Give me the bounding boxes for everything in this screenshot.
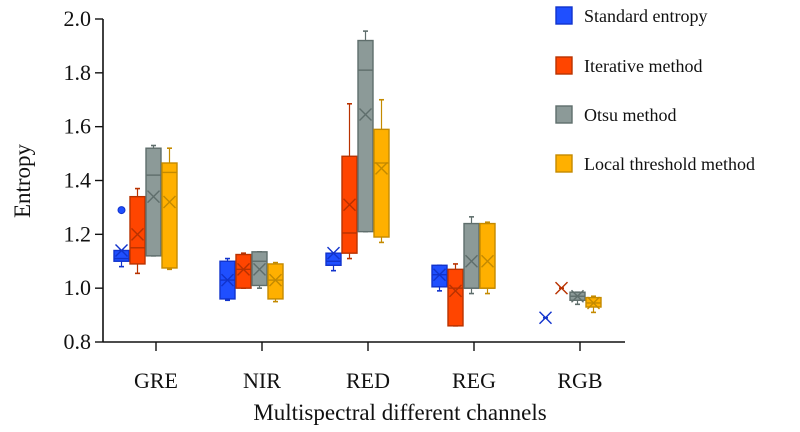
y-tick-label: 0.8: [64, 329, 92, 354]
box-nir-iterative-method: [235, 252, 252, 289]
box-rgb-otsu-method: [569, 289, 586, 306]
box-reg-iterative-method: [447, 263, 464, 327]
mean-marker: [571, 289, 584, 303]
box-red-otsu-method: [357, 30, 374, 233]
legend-swatch: [555, 154, 573, 173]
mean-marker: [221, 273, 234, 287]
box-red-standard-entropy: [325, 246, 342, 272]
box-body: [357, 39, 374, 233]
legend: Standard entropy Iterative method Otsu met…: [555, 6, 755, 174]
outlier-point: [117, 206, 126, 215]
box-nir-standard-entropy: [219, 257, 236, 302]
x-tick-label: RED: [346, 368, 390, 393]
y-axis-title: Entropy: [10, 143, 35, 218]
legend-label: Local threshold method: [584, 154, 755, 174]
box-body: [373, 128, 390, 238]
box-rgb-iterative-method: [555, 281, 568, 295]
box-nir-otsu-method: [251, 251, 268, 289]
mean-marker: [465, 254, 478, 268]
x-tick-label: NIR: [243, 368, 281, 393]
box-gre-standard-entropy: [113, 206, 130, 268]
legend-swatch: [555, 56, 573, 75]
mean-marker: [147, 190, 160, 204]
y-tick-label: 1.8: [64, 60, 92, 85]
y-tick-label: 1.4: [64, 168, 92, 193]
mean-marker: [269, 273, 282, 287]
mean-marker: [375, 161, 388, 175]
mean-marker: [327, 246, 340, 260]
x-tick-label: RGB: [557, 368, 602, 393]
box-body: [235, 253, 252, 289]
mean-marker: [359, 108, 372, 122]
mean-marker: [555, 281, 568, 295]
mean-marker: [131, 227, 144, 241]
box-gre-local-threshold-method: [161, 147, 178, 271]
legend-item-local-threshold-method: Local threshold method: [555, 154, 755, 174]
box-body: [161, 162, 178, 269]
y-tick-label: 2.0: [64, 6, 92, 31]
box-red-local-threshold-method: [373, 98, 390, 244]
box-gre-otsu-method: [145, 144, 162, 257]
mean-marker: [587, 296, 600, 310]
box-rgb-standard-entropy: [539, 311, 552, 325]
x-tick-label: GRE: [134, 368, 178, 393]
box-body: [129, 195, 146, 265]
y-tick-label: 1.0: [64, 275, 92, 300]
box-body: [267, 263, 284, 300]
box-reg-local-threshold-method: [479, 221, 496, 295]
y-tick-label: 1.6: [64, 114, 92, 139]
box-reg-standard-entropy: [431, 264, 448, 292]
box-groups: [113, 30, 602, 327]
legend-swatch: [555, 6, 573, 25]
legend-item-otsu-method: Otsu method: [555, 105, 677, 125]
box-red-iterative-method: [341, 102, 358, 260]
box-nir-local-threshold-method: [267, 261, 284, 303]
mean-marker: [481, 254, 494, 268]
y-tick-label: 1.2: [64, 221, 92, 246]
x-tick-label: REG: [452, 368, 496, 393]
legend-item-standard-entropy: Standard entropy: [555, 6, 707, 26]
legend-label: Otsu method: [584, 105, 677, 125]
legend-label: Standard entropy: [584, 6, 707, 26]
box-rgb-local-threshold-method: [585, 295, 602, 314]
mean-marker: [433, 268, 446, 282]
mean-marker: [539, 311, 552, 325]
box-reg-otsu-method: [463, 216, 480, 295]
mean-marker: [343, 198, 356, 212]
mean-marker: [237, 262, 250, 276]
legend-item-iterative-method: Iterative method: [555, 56, 702, 76]
mean-marker: [115, 243, 128, 257]
legend-label: Iterative method: [584, 56, 702, 76]
legend-swatch: [555, 105, 573, 124]
mean-marker: [449, 284, 462, 298]
x-axis-title: Multispectral different channels: [253, 400, 546, 425]
mean-marker: [253, 262, 266, 276]
mean-marker: [163, 195, 176, 209]
axes: 0.8 1.0 1.2 1.4 1.6 1.8 2.0 GRE NIR RED REG RGB: [64, 6, 625, 393]
box-gre-iterative-method: [129, 187, 146, 275]
box-body: [447, 268, 464, 327]
